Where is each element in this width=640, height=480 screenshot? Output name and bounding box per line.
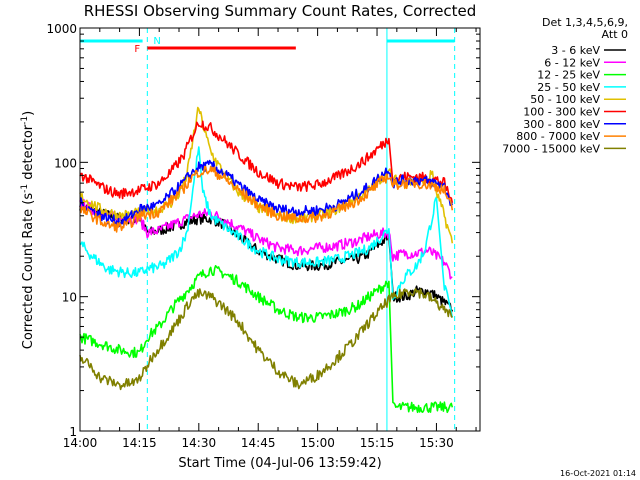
series-line-100-300-kev <box>79 120 454 203</box>
series-line-12-25-kev <box>79 265 454 414</box>
legend-header-line-1: Det 1,3,4,5,6,9, <box>542 16 628 29</box>
y-tick-label-1: 1 <box>69 425 77 439</box>
vertical-markers <box>146 28 456 431</box>
y-axis-label: Corrected Count Rate (s-1 detector-1) <box>20 111 36 349</box>
x-tick-label-15-00: 15:00 <box>300 436 335 450</box>
x-axis-label: Start Time (04-Jul-06 13:59:42) <box>178 456 381 471</box>
plot-frame <box>79 27 481 432</box>
series-line-300-800-kev <box>79 159 454 228</box>
series-line-7000-15000-kev <box>79 288 453 391</box>
y-axis-label-mid: detector <box>21 124 36 184</box>
footer-timestamp: 16-Oct-2021 01:14 <box>560 469 636 478</box>
chart-title: RHESSI Observing Summary Count Rates, Co… <box>84 2 477 20</box>
legend-label-7000-15000-kev: 7000 - 15000 keV <box>502 142 600 155</box>
y-axis-label-sup-1: -1 <box>20 184 30 193</box>
y-axis-label-end: ) <box>21 111 36 116</box>
legend-header-line-2: Att 0 <box>602 28 628 41</box>
series-lines <box>79 106 454 414</box>
x-tick-label-14-00: 14:00 <box>63 436 98 450</box>
series-line-25-50-kev <box>79 146 454 318</box>
flag-label-n: N <box>153 36 160 47</box>
legend-label-12-25-kev: 12 - 25 keV <box>537 69 600 82</box>
y-axis-label-sup-2: -1 <box>20 116 30 125</box>
series-line-800-7000-kev <box>79 165 454 233</box>
legend-label-3-6-kev: 3 - 6 keV <box>551 44 600 57</box>
legend-label-25-50-kev: 25 - 50 keV <box>537 81 600 94</box>
legend-label-300-800-kev: 300 - 800 keV <box>523 118 600 131</box>
x-tick-label-14-45: 14:45 <box>241 436 276 450</box>
legend-label-800-7000-kev: 800 - 7000 keV <box>516 130 600 143</box>
legend-label-50-100-kev: 50 - 100 keV <box>530 93 600 106</box>
x-tick-label-14-30: 14:30 <box>182 436 217 450</box>
x-tick-label-14-15: 14:15 <box>122 436 157 450</box>
y-tick-label-10: 10 <box>62 291 77 305</box>
y-tick-label-1000: 1000 <box>46 22 77 36</box>
axes: 14:00 14:15 14:30 14:45 15:00 15:15 15:30 1 10 10… <box>46 22 480 450</box>
x-tick-label-15-30: 15:30 <box>419 436 454 450</box>
flag-bars: FN <box>80 36 455 55</box>
legend-label-100-300-kev: 100 - 300 keV <box>523 106 600 119</box>
y-tick-label-100: 100 <box>54 156 77 170</box>
legend-label-6-12-kev: 6 - 12 keV <box>544 56 600 69</box>
flag-label-f: F <box>134 44 140 55</box>
y-axis-label-main: Corrected Count Rate (s <box>21 193 36 350</box>
x-tick-label-15-15: 15:15 <box>360 436 395 450</box>
